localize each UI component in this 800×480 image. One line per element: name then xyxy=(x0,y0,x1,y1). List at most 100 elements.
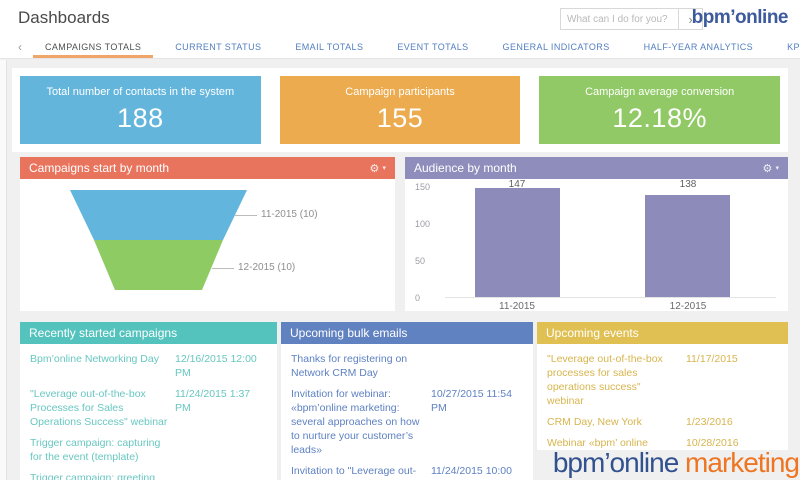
x-axis-label: 11-2015 xyxy=(499,301,535,311)
widget-header: Upcoming bulk emails xyxy=(281,322,533,344)
tab-email-totals[interactable]: EMAIL TOTALS xyxy=(295,42,364,52)
widget-title: Recently started campaigns xyxy=(29,326,178,340)
metric-title: Campaign participants xyxy=(345,86,455,98)
metric-value: 12.18% xyxy=(612,103,707,133)
item-title[interactable]: Trigger campaign: greeting email after t… xyxy=(30,471,156,480)
tab-half-year-analytics[interactable]: HALF-YEAR ANALYTICS xyxy=(643,42,754,52)
item-title[interactable]: Webinar «bpm’ online marketing: several … xyxy=(547,436,648,449)
item-title[interactable]: "Leverage out-of-the-box processes for s… xyxy=(547,353,663,407)
tab-kpis[interactable]: KPIS xyxy=(787,42,800,52)
x-axis-label: 12-2015 xyxy=(669,301,707,311)
y-axis-tick: 50 xyxy=(415,256,426,266)
item-date: 10/27/2015 11:54 PM xyxy=(431,387,512,414)
widget-header: Audience by month ⚙ ▾ xyxy=(405,157,788,179)
list-item[interactable]: "Leverage out-of-the-box Processes for S… xyxy=(30,388,267,430)
metric-value: 155 xyxy=(376,103,424,133)
tab-campaigns-totals[interactable]: CAMPAIGNS TOTALS xyxy=(28,36,158,58)
item-date: 12/16/2015 12:00 PM xyxy=(175,353,257,379)
item-title[interactable]: Invitation for webinar: «bpm’online mark… xyxy=(291,387,420,456)
funnel-segment-12-2015[interactable] xyxy=(94,240,223,290)
list-item[interactable]: Trigger campaign: greeting email after t… xyxy=(30,472,267,480)
recently-started-campaigns-widget: Recently started campaigns Bpm’online Ne… xyxy=(20,322,277,480)
bpmonline-logo: bpm’online xyxy=(691,7,789,28)
bar-11-2015[interactable] xyxy=(475,188,560,297)
collapsed-side-panel xyxy=(0,60,7,480)
campaigns-start-by-month-widget: Campaigns start by month ⚙ ▾ 11-2015 (10… xyxy=(20,157,395,311)
upcoming-bulk-emails-widget: Upcoming bulk emails Thanks for register… xyxy=(281,322,533,480)
item-date xyxy=(175,437,267,465)
audience-by-month-widget: Audience by month ⚙ ▾ 150 100 50 0 147 1… xyxy=(405,157,788,311)
item-date: 11/24/2015 1:37 PM xyxy=(175,387,251,414)
callout-line xyxy=(212,268,234,269)
command-line-search: › xyxy=(560,8,703,30)
y-axis-tick: 0 xyxy=(415,293,421,303)
tabs-scroll-left-icon[interactable]: ‹ xyxy=(18,40,22,54)
item-date: 1/23/2016 xyxy=(686,415,733,428)
item-title[interactable]: "Leverage out-of-the-box Processes for S… xyxy=(30,387,168,428)
metric-value: 188 xyxy=(117,103,164,133)
item-date: 11/24/2015 10:00 AM xyxy=(431,464,512,480)
item-date: 10/28/2016 xyxy=(686,436,739,449)
logo-suffix: marketing xyxy=(678,447,800,478)
metric-total-contacts: Total number of contacts in the system 1… xyxy=(20,76,261,144)
list-item[interactable]: Thanks for registering on Network CRM Da… xyxy=(291,353,523,381)
list-item[interactable]: Invitation to "Leverage out-of-the-box p… xyxy=(291,465,523,480)
list-item[interactable]: CRM Day, New York 1/23/2016 xyxy=(547,416,778,430)
tab-general-indicators[interactable]: GENERAL INDICATORS xyxy=(502,42,610,52)
bar-value-label: 147 xyxy=(508,179,526,190)
metric-title: Total number of contacts in the system xyxy=(46,86,235,98)
widget-header: Recently started campaigns xyxy=(20,322,277,344)
y-axis-tick: 100 xyxy=(415,219,431,229)
bar-value-label: 138 xyxy=(679,179,697,190)
widget-gear-icon[interactable]: ⚙ ▾ xyxy=(762,162,779,175)
logo-brand: bpm’online xyxy=(552,447,679,478)
callout-line xyxy=(235,215,257,216)
search-go-icon[interactable]: › xyxy=(678,9,702,29)
bpmonline-marketing-logo: bpm’online marketing xyxy=(552,447,800,479)
list-item[interactable]: "Leverage out-of-the-box processes for s… xyxy=(547,353,778,409)
widget-header: Upcoming events xyxy=(537,322,788,344)
item-title[interactable]: CRM Day, New York xyxy=(547,415,642,428)
widget-title: Upcoming bulk emails xyxy=(290,326,408,340)
funnel-chart: 11-2015 (10) 12-2015 (10) xyxy=(20,179,395,311)
item-date xyxy=(431,353,523,381)
upcoming-events-widget: Upcoming events "Leverage out-of-the-box… xyxy=(537,322,788,450)
widget-title: Campaigns start by month xyxy=(29,161,170,175)
item-date: 11/17/2015 xyxy=(686,353,738,365)
funnel-label-2: 12-2015 (10) xyxy=(238,262,296,273)
tab-current-status[interactable]: CURRENT STATUS xyxy=(175,42,262,52)
widget-gear-icon[interactable]: ⚙ ▾ xyxy=(369,162,386,175)
list-item[interactable]: Trigger campaign: capturing for the even… xyxy=(30,437,267,465)
widget-title: Audience by month xyxy=(414,161,517,175)
bar-12-2015[interactable] xyxy=(645,195,730,297)
list-item[interactable]: Bpm’online Networking Day 12/16/2015 12:… xyxy=(30,353,267,381)
campaign-list: Bpm’online Networking Day 12/16/2015 12:… xyxy=(20,344,277,480)
plot-area xyxy=(445,187,776,298)
bar-chart: 150 100 50 0 147 138 11-2015 12-2015 xyxy=(405,179,788,311)
dashboard-tab-bar: ‹ CAMPAIGNS TOTALS CURRENT STATUS EMAIL … xyxy=(0,36,800,59)
item-title[interactable]: Thanks for registering on Network CRM Da… xyxy=(291,353,408,379)
top-bar: Dashboards › bpm’online xyxy=(0,0,800,36)
metric-average-conversion: Campaign average conversion 12.18% xyxy=(539,76,781,144)
list-item[interactable]: Invitation for webinar: «bpm’online mark… xyxy=(291,388,523,458)
item-date xyxy=(175,472,267,480)
page-title: Dashboards xyxy=(18,8,110,27)
event-list: "Leverage out-of-the-box processes for s… xyxy=(537,344,788,450)
email-list: Thanks for registering on Network CRM Da… xyxy=(281,344,533,480)
metric-campaign-participants: Campaign participants 155 xyxy=(279,76,521,144)
item-title[interactable]: Bpm’online Networking Day xyxy=(30,353,159,365)
metrics-row: Total number of contacts in the system 1… xyxy=(12,68,788,152)
tab-event-totals[interactable]: EVENT TOTALS xyxy=(397,42,469,52)
item-title[interactable]: Trigger campaign: capturing for the even… xyxy=(30,436,161,463)
metric-title: Campaign average conversion xyxy=(585,86,735,98)
y-axis-tick: 150 xyxy=(415,182,431,192)
widget-title: Upcoming events xyxy=(546,326,639,340)
list-item[interactable]: Webinar «bpm’ online marketing: several … xyxy=(547,437,778,450)
funnel-label-1: 11-2015 (10) xyxy=(261,209,318,220)
search-input[interactable] xyxy=(561,9,678,29)
item-title[interactable]: Invitation to "Leverage out-of-the-box p… xyxy=(291,464,417,480)
funnel-segment-11-2015[interactable] xyxy=(70,190,247,240)
widget-header: Campaigns start by month ⚙ ▾ xyxy=(20,157,395,179)
funnel-svg xyxy=(70,190,247,290)
